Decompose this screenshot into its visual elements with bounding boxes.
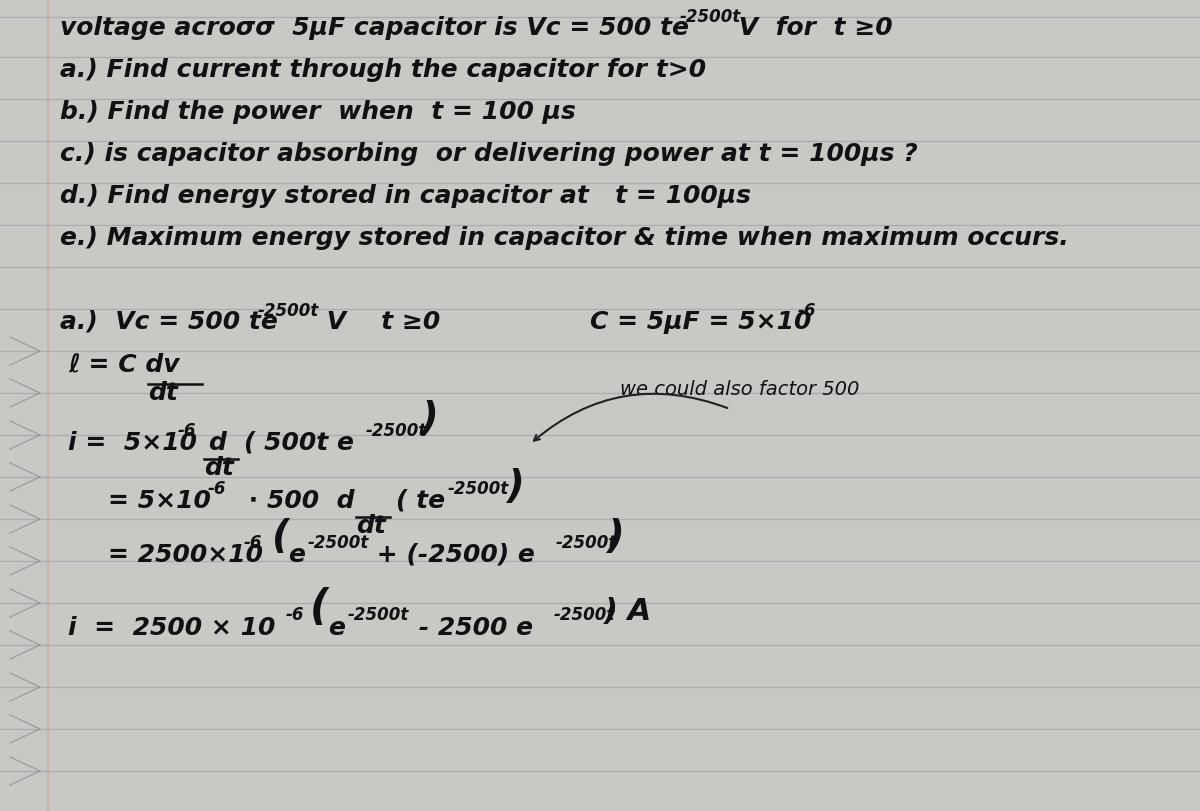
Text: + (-2500) e: + (-2500) e (368, 543, 535, 566)
Text: (: ( (272, 517, 289, 556)
Text: ): ) (606, 517, 624, 556)
Text: -2500t: -2500t (448, 479, 509, 497)
Text: ) A: ) A (604, 596, 653, 625)
Text: dt: dt (356, 513, 386, 538)
Text: -6: -6 (178, 422, 197, 440)
Text: -2500t: -2500t (680, 8, 742, 26)
Text: ( 500t e: ( 500t e (244, 431, 354, 454)
Text: d: d (208, 431, 226, 454)
Text: -2500t: -2500t (554, 605, 616, 623)
Text: e.) Maximum energy stored in capacitor & time when maximum occurs.: e.) Maximum energy stored in capacitor &… (60, 225, 1069, 250)
Text: = 5×10: = 5×10 (108, 488, 211, 513)
Text: we could also factor 500: we could also factor 500 (620, 380, 859, 398)
Text: V    t ≥0: V t ≥0 (318, 310, 440, 333)
Text: ∙ 500  d: ∙ 500 d (240, 488, 354, 513)
Text: -2500t: -2500t (556, 534, 617, 551)
Text: - 2500 e: - 2500 e (410, 616, 533, 639)
Text: b.) Find the power  when  t = 100 μs: b.) Find the power when t = 100 μs (60, 100, 576, 124)
Text: ): ) (506, 467, 523, 505)
Text: a.)  Vc = 500 te: a.) Vc = 500 te (60, 310, 278, 333)
Text: -2500t: -2500t (258, 302, 319, 320)
Text: = 2500×10: = 2500×10 (108, 543, 263, 566)
Text: voltage acroσσ  5μF capacitor is Vc = 500 te: voltage acroσσ 5μF capacitor is Vc = 500… (60, 16, 689, 40)
Text: i  =  2500 × 10: i = 2500 × 10 (68, 616, 275, 639)
Text: -6: -6 (286, 605, 305, 623)
Text: e: e (288, 543, 305, 566)
Text: c.) is capacitor absorbing  or delivering power at t = 100μs ?: c.) is capacitor absorbing or delivering… (60, 142, 918, 165)
Text: -2500t: -2500t (348, 605, 409, 623)
Text: dt: dt (148, 380, 178, 405)
Text: -6: -6 (244, 534, 263, 551)
Text: ( te: ( te (396, 488, 445, 513)
Text: ℓ = C dv: ℓ = C dv (68, 351, 180, 375)
Text: e: e (328, 616, 346, 639)
Text: -6: -6 (208, 479, 227, 497)
Text: -6: -6 (798, 302, 816, 320)
Text: a.) Find current through the capacitor for t>0: a.) Find current through the capacitor f… (60, 58, 706, 82)
Text: ): ) (420, 400, 438, 437)
Text: d.) Find energy stored in capacitor at   t = 100μs: d.) Find energy stored in capacitor at t… (60, 184, 751, 208)
Text: -2500t: -2500t (308, 534, 370, 551)
Text: C = 5μF = 5×10: C = 5μF = 5×10 (590, 310, 811, 333)
Text: i =  5×10: i = 5×10 (68, 431, 197, 454)
Text: V  for  t ≥0: V for t ≥0 (730, 16, 893, 40)
Text: (: ( (310, 586, 329, 629)
Text: dt: dt (204, 456, 234, 479)
Text: -2500t: -2500t (366, 422, 427, 440)
